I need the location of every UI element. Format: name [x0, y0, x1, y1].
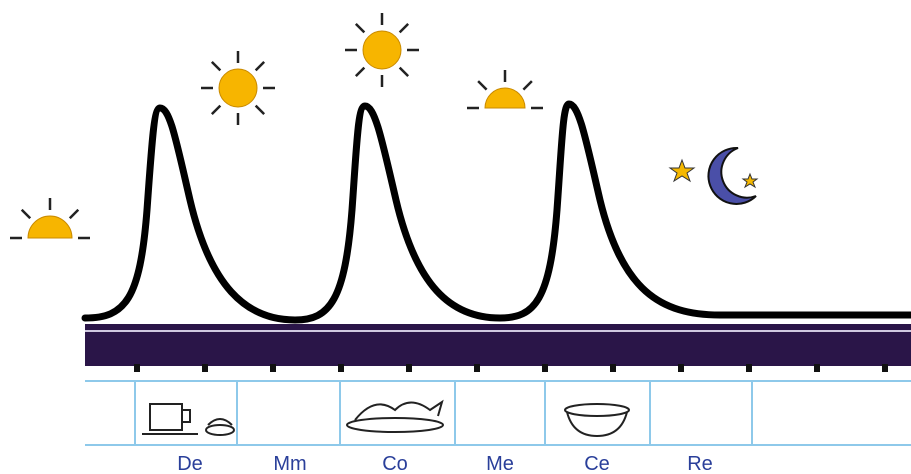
sun — [201, 51, 275, 125]
sun-ray — [354, 66, 366, 78]
tick — [814, 364, 820, 372]
sun-ray — [254, 60, 266, 72]
sun — [467, 70, 543, 110]
tick — [134, 364, 140, 372]
tick — [746, 364, 752, 372]
tick — [678, 364, 684, 372]
sun-disc — [218, 68, 258, 108]
sun-ray — [522, 80, 533, 91]
period-label: Re — [687, 453, 713, 474]
sun-ray — [210, 60, 222, 72]
sun — [10, 198, 90, 240]
moon — [668, 146, 759, 205]
tick — [202, 364, 208, 372]
tick — [406, 364, 412, 372]
period-label: Co — [382, 453, 408, 474]
cup-icon — [142, 403, 235, 436]
energy-curve — [81, 100, 911, 324]
sun-disc — [484, 87, 526, 109]
sun-ray — [68, 208, 80, 220]
tick — [338, 364, 344, 372]
sun-ray — [398, 66, 410, 78]
period-labels: De Mm Co Me Ce Re — [177, 453, 713, 474]
period-label: Mm — [273, 453, 306, 474]
tick — [474, 364, 480, 372]
tick — [542, 364, 548, 372]
sun-ray — [398, 22, 410, 34]
sun-disc — [27, 215, 73, 239]
tick — [610, 364, 616, 372]
sun-ray — [254, 104, 266, 116]
sun-disc — [362, 30, 402, 70]
tick — [270, 364, 276, 372]
sun-ray — [354, 22, 366, 34]
sun-ray — [20, 208, 32, 220]
sun-ray — [477, 80, 488, 91]
bowl-icon — [564, 403, 630, 438]
sun-ray — [210, 104, 222, 116]
period-label: Ce — [584, 453, 610, 474]
plate-icon — [346, 399, 444, 433]
sun — [345, 13, 419, 87]
suns — [10, 13, 543, 240]
bar-ticks — [134, 364, 888, 372]
meal-table — [85, 380, 911, 446]
period-label: De — [177, 453, 203, 474]
tick — [882, 364, 888, 372]
period-label: Me — [486, 453, 514, 474]
